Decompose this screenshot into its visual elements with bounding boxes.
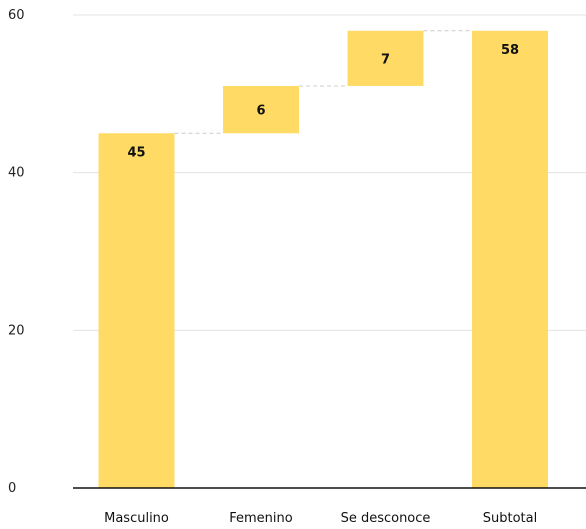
bar — [223, 85, 299, 134]
y-tick-label: 0 — [8, 481, 16, 496]
data-label: 45 — [127, 145, 145, 160]
bar — [347, 30, 424, 86]
x-category-label: Subtotal — [483, 511, 537, 526]
data-label: 6 — [256, 104, 265, 119]
x-category-label: Femenino — [229, 511, 293, 526]
x-category-label: Masculino — [104, 511, 169, 526]
y-tick-label: 40 — [8, 166, 25, 181]
x-category-label: Se desconoce — [341, 511, 431, 526]
data-labels: 45 6 7 58 — [127, 43, 519, 160]
y-tick-label: 60 — [8, 8, 25, 23]
connector-lines — [174, 30, 472, 134]
y-tick-label: 20 — [8, 323, 25, 338]
bar — [472, 30, 548, 489]
bars — [98, 30, 548, 489]
bar — [98, 133, 175, 488]
x-axis-category-labels: Masculino Femenino Se desconoce Subtotal — [104, 511, 537, 526]
data-label: 58 — [501, 43, 519, 58]
data-label: 7 — [381, 52, 390, 67]
y-axis-tick-labels: 0 20 40 60 — [8, 8, 25, 496]
